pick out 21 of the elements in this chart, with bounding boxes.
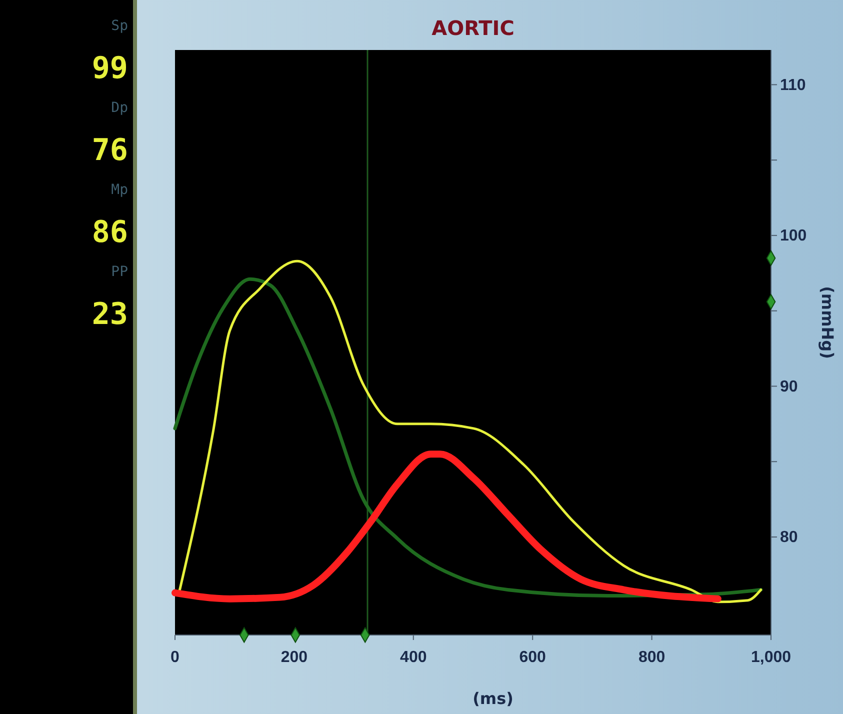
y-axis-title: (mmHg) (818, 286, 837, 359)
text: 23 (92, 297, 128, 332)
text: Dp (111, 100, 128, 116)
x-tick-label: 1,000 (750, 649, 792, 666)
text: Sp (111, 18, 128, 34)
x-tick-label: 600 (519, 649, 546, 666)
y-tick-label: 90 (780, 378, 798, 396)
x-tick-label: 200 (280, 649, 308, 666)
y-tick-label: 80 (780, 529, 798, 546)
text: 86 (92, 215, 128, 250)
text: Mp (111, 182, 128, 198)
y-tick-label: 110 (780, 76, 806, 94)
chart-title: AORTIC (432, 16, 514, 40)
x-axis-title: (ms) (472, 689, 514, 708)
x-tick-label: 0 (170, 649, 180, 666)
x-tick-label: 400 (400, 649, 427, 666)
text: 76 (92, 133, 128, 168)
text: PP (111, 264, 128, 280)
y-tick-label: 100 (780, 228, 807, 245)
text: 99 (92, 51, 128, 86)
x-tick-label: 800 (638, 649, 666, 666)
